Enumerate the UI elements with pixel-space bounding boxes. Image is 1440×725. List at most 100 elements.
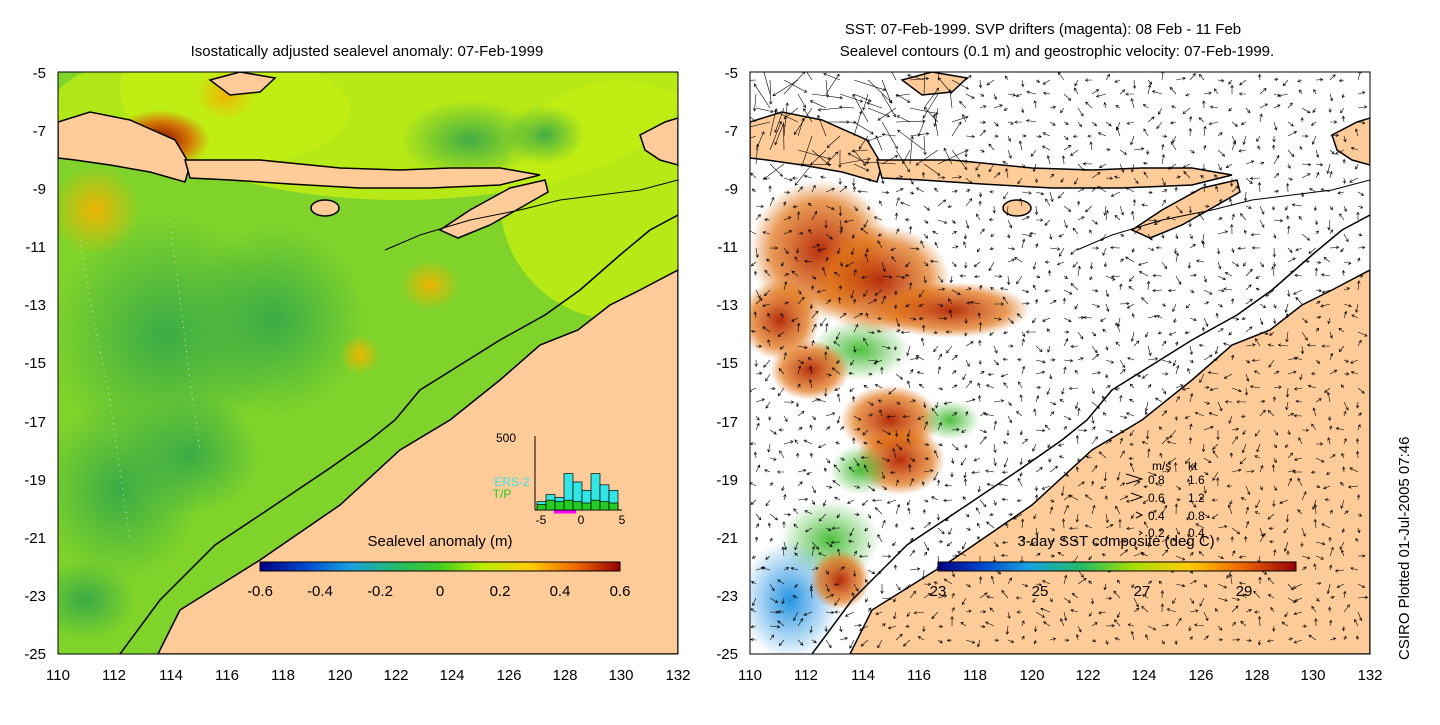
velocity-arrow xyxy=(1077,163,1085,172)
velocity-arrow xyxy=(1091,121,1098,127)
velocity-arrow xyxy=(777,620,785,627)
velocity-arrow xyxy=(1199,597,1205,607)
velocity-arrow xyxy=(1297,79,1303,83)
velocity-arrow xyxy=(1063,415,1072,421)
velocity-arrow xyxy=(1133,480,1141,487)
velocity-arrow xyxy=(811,310,819,319)
velocity-arrow xyxy=(838,205,842,217)
velocity-arrow xyxy=(833,271,841,277)
velocity-arrow xyxy=(1230,298,1235,305)
velocity-arrow xyxy=(1034,298,1039,305)
velocity-arrow xyxy=(1272,499,1276,508)
velocity-arrow xyxy=(1105,148,1111,152)
velocity-arrow xyxy=(1189,233,1193,240)
velocity-arrow xyxy=(1213,88,1219,95)
velocity-arrow xyxy=(1021,216,1030,221)
velocity-arrow xyxy=(937,422,942,431)
velocity-arrow xyxy=(1357,274,1364,278)
velocity-arrow xyxy=(835,331,841,340)
velocity-arrow xyxy=(867,413,874,417)
x-tick-label: 126 xyxy=(1188,667,1213,684)
velocity-arrow xyxy=(923,106,939,123)
velocity-arrow xyxy=(1035,582,1043,587)
velocity-arrow xyxy=(755,398,766,403)
velocity-arrow xyxy=(769,79,773,105)
velocity-arrow xyxy=(993,121,999,127)
velocity-arrow xyxy=(1259,317,1264,326)
velocity-arrow xyxy=(816,289,827,294)
velocity-arrow xyxy=(985,384,995,389)
velocity-arrow xyxy=(750,625,757,629)
velocity-arrow xyxy=(993,93,997,100)
x-tick-label: 122 xyxy=(1075,667,1100,684)
velocity-arrow xyxy=(923,135,927,156)
velocity-arrow xyxy=(762,326,771,333)
velocity-arrow xyxy=(965,93,975,99)
velocity-arrow xyxy=(1063,597,1072,603)
velocity-arrow xyxy=(1155,246,1163,250)
velocity-arrow xyxy=(1091,288,1099,293)
velocity-arrow xyxy=(1033,408,1037,417)
velocity-arrow xyxy=(1329,595,1335,600)
velocity-arrow xyxy=(989,512,995,517)
velocity-arrow xyxy=(804,259,813,264)
velocity-arrow xyxy=(931,407,939,417)
velocity-arrow xyxy=(1063,145,1072,151)
velocity-arrow xyxy=(949,275,954,284)
velocity-arrow xyxy=(1203,144,1207,151)
velocity-arrow xyxy=(769,246,779,250)
velocity-arrow xyxy=(938,77,953,95)
velocity-arrow xyxy=(809,452,814,459)
velocity-arrow xyxy=(1091,219,1098,225)
velocity-arrow xyxy=(1297,509,1303,515)
velocity-arrow xyxy=(783,541,788,551)
velocity-arrow xyxy=(886,499,897,504)
velocity-arrow xyxy=(1300,541,1304,548)
velocity-arrow xyxy=(1326,163,1331,174)
velocity-arrow xyxy=(755,344,763,348)
velocity-arrow xyxy=(951,370,957,375)
velocity-arrow xyxy=(1238,581,1247,585)
velocity-arrow xyxy=(895,329,901,333)
velocity-arrow xyxy=(1105,345,1109,351)
velocity-arrow xyxy=(1187,367,1191,375)
velocity-arrow xyxy=(1119,368,1126,375)
velocity-arrow xyxy=(824,351,828,361)
velocity-arrow xyxy=(986,79,995,86)
velocity-arrow xyxy=(809,587,813,599)
velocity-arrow xyxy=(781,485,785,492)
velocity-arrow xyxy=(1042,317,1051,322)
velocity-arrow xyxy=(1203,91,1212,95)
velocity-arrow xyxy=(1103,583,1107,591)
velocity-arrow xyxy=(1004,75,1009,81)
velocity-arrow xyxy=(1357,245,1366,250)
velocity-arrow xyxy=(809,365,813,375)
velocity-arrow xyxy=(1129,442,1135,446)
velocity-arrow xyxy=(1327,437,1331,445)
y-tick-label: -5 xyxy=(725,65,738,82)
velocity-arrow xyxy=(1292,470,1303,474)
velocity-arrow xyxy=(825,426,831,431)
velocity-arrow xyxy=(877,534,883,543)
velocity-arrow xyxy=(1286,225,1291,235)
velocity-arrow xyxy=(909,107,939,115)
velocity-arrow xyxy=(1189,464,1196,473)
velocity-arrow xyxy=(1326,471,1331,476)
velocity-arrow xyxy=(1072,261,1079,268)
velocity-arrow xyxy=(1044,289,1051,293)
velocity-arrow xyxy=(1166,608,1177,613)
velocity-arrow xyxy=(1077,187,1085,193)
velocity-arrow xyxy=(783,400,795,404)
velocity-arrow xyxy=(1287,477,1292,487)
velocity-arrow xyxy=(1217,132,1223,137)
velocity-arrow xyxy=(934,187,939,193)
velocity-arrow xyxy=(751,188,757,193)
velocity-arrow xyxy=(1328,425,1333,431)
velocity-arrow xyxy=(881,275,893,279)
velocity-arrow xyxy=(1357,205,1364,209)
velocity-arrow xyxy=(894,212,899,221)
velocity-arrow xyxy=(1328,564,1333,571)
velocity-arrow xyxy=(1044,424,1051,431)
velocity-arrow xyxy=(1258,576,1262,585)
velocity-arrow xyxy=(1175,233,1179,240)
